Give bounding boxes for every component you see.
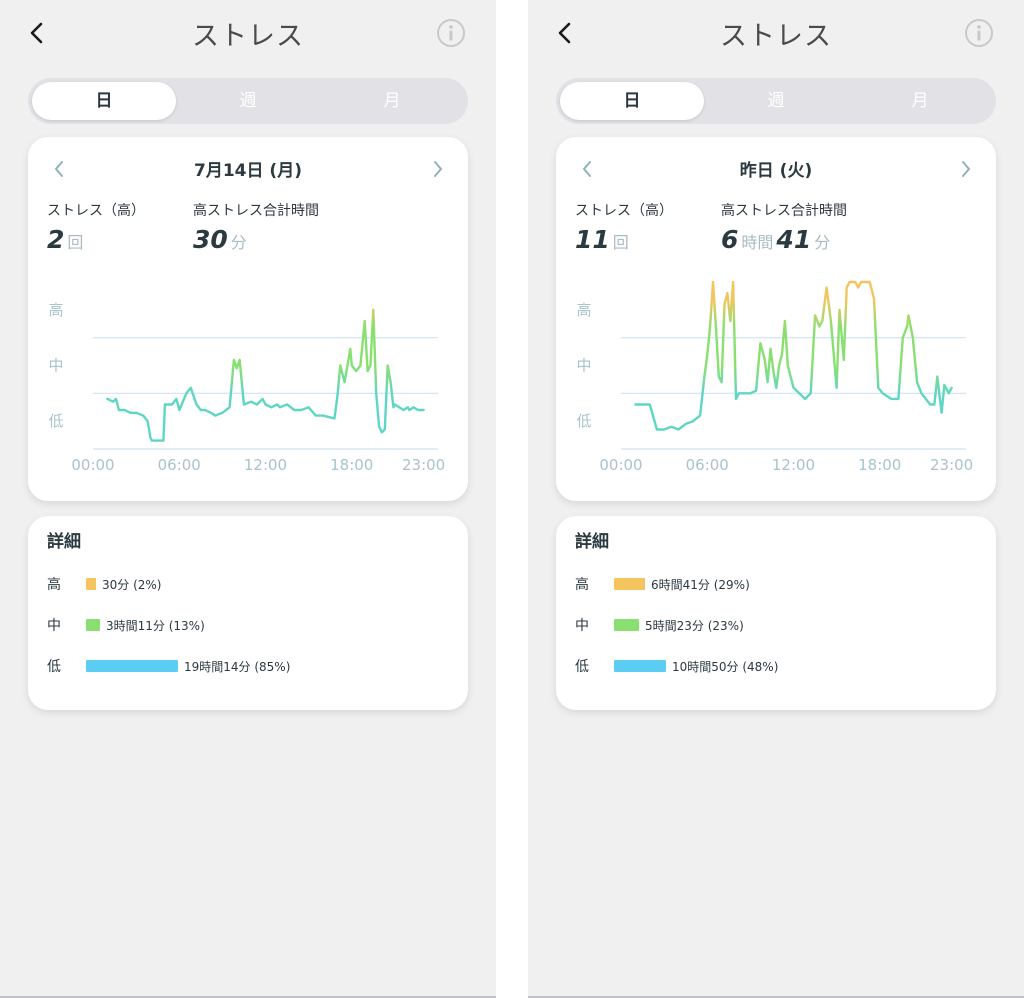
chevron-left-icon[interactable] — [550, 18, 580, 48]
detail-row-value: 6時間41分 (29%) — [651, 578, 750, 592]
x-tick-label: 23:00 — [930, 456, 973, 474]
high-stress-time: 30 分 — [193, 225, 250, 254]
phone-screen-yesterday: ストレス 日 週 月 昨日 (火) ストレス（高） 11 回 高ストレス合計時間 … — [528, 0, 1024, 998]
stress-series-line — [106, 308, 425, 442]
y-level-label: 高 — [576, 301, 591, 319]
high-stress-time-label: 高ストレス合計時間 — [721, 203, 847, 219]
detail-row-value: 30分 (2%) — [102, 578, 162, 592]
date-label: 昨日 (火) — [739, 161, 813, 181]
detail-bar-low — [86, 660, 178, 672]
detail-row-label: 低 — [47, 659, 61, 675]
prev-day-icon[interactable] — [579, 159, 595, 179]
stress-series-line — [634, 280, 953, 431]
x-tick-label: 12:00 — [244, 456, 287, 474]
detail-row-value: 3時間11分 (13%) — [106, 619, 205, 633]
detail-row-label: 中 — [47, 618, 61, 634]
x-tick-label: 18:00 — [330, 456, 373, 474]
detail-row-low: 低 10時間50分 (48%) — [556, 656, 996, 676]
y-level-label: 低 — [576, 412, 591, 430]
detail-row-value: 10時間50分 (48%) — [672, 660, 779, 674]
detail-row-label: 低 — [575, 659, 589, 675]
bottom-edge — [0, 996, 496, 998]
detail-bar-high — [614, 578, 645, 590]
next-day-icon[interactable] — [430, 159, 446, 179]
date-label: 7月14日 (月) — [194, 161, 302, 181]
x-tick-label: 06:00 — [158, 456, 201, 474]
high-stress-time: 6 時間 41 分 — [721, 225, 833, 254]
tab-month[interactable]: 月 — [911, 91, 929, 111]
detail-bar-mid — [614, 619, 639, 631]
page-title: ストレス — [720, 21, 832, 52]
bottom-edge — [528, 996, 1024, 998]
chevron-left-icon[interactable] — [22, 18, 52, 48]
tab-week[interactable]: 週 — [767, 91, 785, 111]
high-stress-count-value: 11 — [575, 225, 610, 254]
y-level-label: 中 — [48, 357, 63, 375]
stress-line-chart: 低 中 高 00:00 06:00 12:00 18:00 23:00 — [48, 301, 445, 474]
x-tick-label: 00:00 — [71, 456, 114, 474]
detail-row-high: 高 6時間41分 (29%) — [556, 574, 996, 594]
x-tick-label: 06:00 — [686, 456, 729, 474]
tab-month[interactable]: 月 — [383, 91, 401, 111]
minute-unit: 分 — [814, 233, 831, 252]
stress-line-chart: 低 中 高 00:00 06:00 12:00 18:00 23:00 — [576, 280, 973, 474]
high-stress-count-label: ストレス（高） — [47, 203, 145, 219]
info-circle-icon[interactable] — [964, 18, 994, 48]
detail-row-value: 19時間14分 (85%) — [184, 660, 291, 674]
x-tick-label: 12:00 — [772, 456, 815, 474]
hour-unit: 時間 — [741, 233, 774, 252]
detail-row-high: 高 30分 (2%) — [28, 574, 468, 594]
tab-day[interactable]: 日 — [32, 82, 176, 120]
count-unit: 回 — [612, 233, 629, 252]
detail-title: 詳細 — [575, 532, 609, 552]
page-title: ストレス — [192, 21, 304, 52]
detail-card: 詳細 高 6時間41分 (29%) 中 5時間23分 (23%) 低 10時間5… — [556, 516, 996, 710]
detail-bar-mid — [86, 619, 100, 631]
y-level-label: 低 — [48, 412, 63, 430]
detail-row-label: 高 — [575, 577, 589, 593]
detail-bar-low — [614, 660, 666, 672]
detail-title: 詳細 — [47, 532, 81, 552]
high-stress-time-value: 30 — [193, 225, 228, 254]
tab-day[interactable]: 日 — [560, 82, 704, 120]
x-tick-label: 23:00 — [402, 456, 445, 474]
high-stress-count: 11 回 — [575, 225, 632, 254]
next-day-icon[interactable] — [958, 159, 974, 179]
x-tick-label: 18:00 — [858, 456, 901, 474]
prev-day-icon[interactable] — [51, 159, 67, 179]
detail-row-value: 5時間23分 (23%) — [645, 619, 744, 633]
tab-week[interactable]: 週 — [239, 91, 257, 111]
high-stress-hours-value: 6 — [721, 225, 739, 254]
high-stress-count-label: ストレス（高） — [575, 203, 673, 219]
detail-row-low: 低 19時間14分 (85%) — [28, 656, 468, 676]
y-level-label: 中 — [576, 357, 591, 375]
high-stress-count-value: 2 — [47, 225, 65, 254]
detail-row-mid: 中 5時間23分 (23%) — [556, 615, 996, 635]
count-unit: 回 — [67, 233, 84, 252]
info-circle-icon[interactable] — [436, 18, 466, 48]
detail-row-mid: 中 3時間11分 (13%) — [28, 615, 468, 635]
detail-row-label: 高 — [47, 577, 61, 593]
high-stress-minutes-value: 41 — [776, 225, 812, 254]
period-segmented-control: 日 週 月 — [28, 78, 468, 124]
detail-row-label: 中 — [575, 618, 589, 634]
minute-unit: 分 — [230, 233, 247, 252]
high-stress-time-label: 高ストレス合計時間 — [193, 203, 319, 219]
y-level-label: 高 — [48, 301, 63, 319]
detail-bar-high — [86, 578, 96, 590]
detail-card: 詳細 高 30分 (2%) 中 3時間11分 (13%) 低 19時間14分 (… — [28, 516, 468, 710]
stress-summary-card: 昨日 (火) ストレス（高） 11 回 高ストレス合計時間 6 時間 41 分 低 中 高 0… — [556, 137, 996, 501]
period-segmented-control: 日 週 月 — [556, 78, 996, 124]
x-tick-label: 00:00 — [599, 456, 642, 474]
